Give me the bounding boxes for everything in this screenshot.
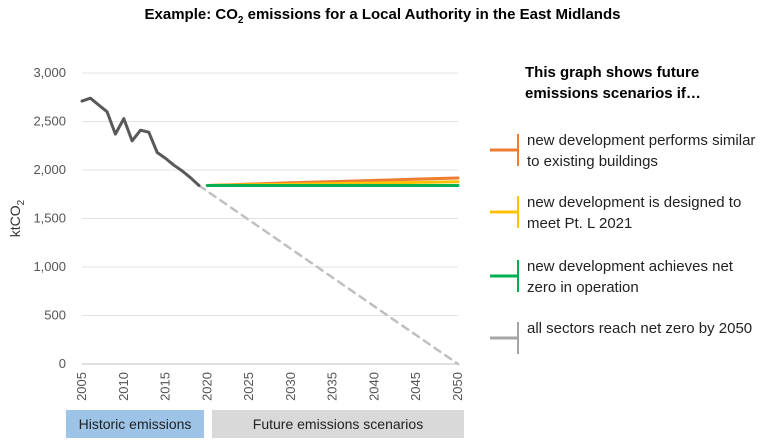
y-tick-label: 2,000 [33,162,66,177]
x-tick-label: 2025 [241,372,256,401]
legend-item-part-l-2021: new development is designed to meet Pt. … [488,192,765,236]
x-tick-label: 2015 [158,372,173,401]
chart-title: Example: CO2 emissions for a Local Autho… [144,6,621,26]
x-tick-label: 2035 [325,372,340,401]
legend-item-net-zero-operation: new development achieves net zero in ope… [488,256,765,300]
series-line-0 [80,96,201,187]
legend-marker-part-l-2021 [490,196,519,228]
legend-label-existing-buildings: new development performs similar to exis… [527,132,756,170]
legend-item-existing-buildings: new development performs similar to exis… [488,130,765,174]
y-axis-label: ktCO2 [7,199,27,237]
x-tick-label: 2040 [366,372,381,401]
historic-emissions-band: Historic emissions [66,410,204,438]
legend-label-part-l-2021: new development is designed to meet Pt. … [527,194,742,232]
legend-heading: This graph shows future emissions scenar… [525,64,701,102]
y-tick-label: 3,000 [33,65,66,80]
y-axis-label-subscript: 2 [16,199,27,205]
legend-marker-existing-buildings [490,134,519,166]
x-tick-label: 2005 [74,372,89,401]
y-tick-label: 500 [44,308,66,323]
x-tick-label: 2020 [199,372,214,401]
legend-marker-net-zero-operation [490,260,519,292]
legend-label-all-sectors-net-zero: all sectors reach net zero by 2050 [527,320,753,337]
legend-label-net-zero-operation: new development achieves net zero in ope… [527,258,733,296]
x-tick-label: 2010 [116,372,131,401]
y-tick-label: 1,000 [33,259,66,274]
x-tick-label: 2030 [283,372,298,401]
y-tick-label: 2,500 [33,114,66,129]
x-tick-label: 2045 [408,372,423,401]
future-emissions-band: Future emissions scenarios [212,410,464,438]
series-line-4 [197,184,460,366]
x-tick-label: 2050 [450,372,465,401]
y-tick-label: 1,500 [33,211,66,226]
y-tick-label: 0 [59,356,66,371]
legend-item-all-sectors-net-zero: all sectors reach net zero by 2050 [488,318,765,362]
y-axis-label-main: ktCO [7,205,23,237]
legend-marker-all-sectors-net-zero [490,322,519,354]
